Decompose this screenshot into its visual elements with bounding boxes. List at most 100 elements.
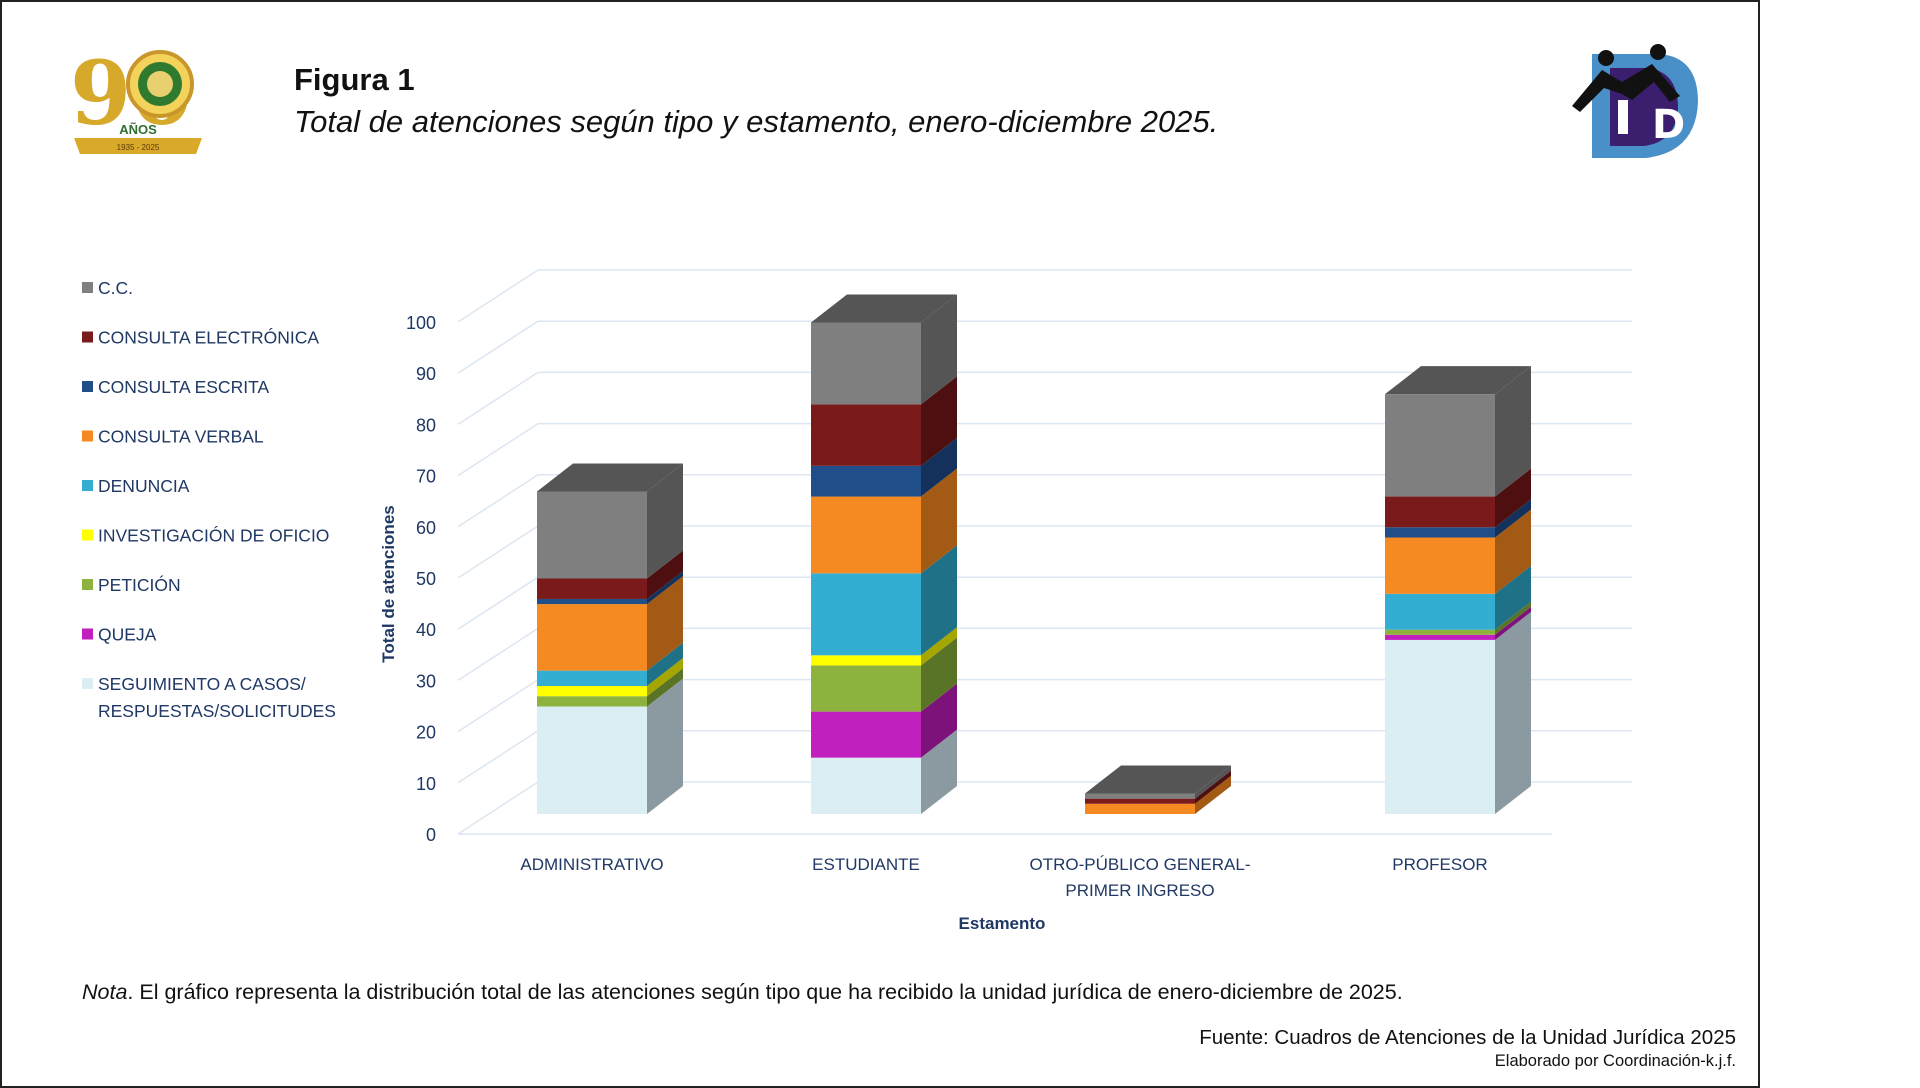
bar-segment-side <box>1495 509 1531 594</box>
legend-swatch <box>82 381 93 392</box>
gridline-diagonal <box>457 269 539 323</box>
nota-label: Nota <box>82 980 128 1004</box>
anniversary-90-logo: 90 AÑOS 1935 - 2025 <box>68 41 208 162</box>
legend-swatch <box>82 331 93 343</box>
bar-segment-side <box>647 642 683 686</box>
bar-segment-side <box>921 683 957 758</box>
bar-segment-side <box>921 637 957 712</box>
x-tick-label: ESTUDIANTE <box>812 855 920 874</box>
y-tick-label: 100 <box>406 313 436 333</box>
bar-segment-side <box>647 576 683 671</box>
bar-segment <box>811 465 921 497</box>
bar-segment <box>537 696 647 707</box>
bar-segment <box>811 665 921 712</box>
legend-label: QUEJA <box>98 625 157 645</box>
bar-segment <box>811 573 921 656</box>
x-tick-label: PROFESOR <box>1392 855 1487 874</box>
nota-text: Nota. El gráfico representa la distribuc… <box>82 980 1403 1005</box>
bar-segment-side <box>1495 601 1531 635</box>
legend-label: CONSULTA VERBAL <box>98 427 264 447</box>
y-tick-label: 60 <box>416 518 436 538</box>
bar-segment-side <box>921 627 957 666</box>
bar-segment <box>811 655 921 666</box>
gridline-diagonal <box>457 525 539 579</box>
stacked-3d-bar-chart: 0 10 20 30 40 50 60 70 80 90 100 Total de atencione… <box>82 269 1632 933</box>
y-tick-label: 10 <box>416 774 436 794</box>
legend-label: C.C. <box>98 278 133 298</box>
legend-swatch <box>82 628 93 640</box>
bar-segment-side <box>647 678 683 814</box>
bar-segment <box>811 757 921 814</box>
bar-segment <box>537 670 647 686</box>
bar-segment-side <box>647 463 683 579</box>
y-axis-label: Total de atenciones <box>379 505 398 662</box>
legend-swatch <box>82 678 93 689</box>
bar-segment-side <box>921 729 957 814</box>
x-axis-label: Estamento <box>959 914 1046 933</box>
bar-segment-side <box>1495 499 1531 538</box>
legend-label: PETICIÓN <box>98 574 181 595</box>
bar-segment-side <box>921 437 957 497</box>
bar-segment <box>1385 639 1495 814</box>
legend-label: CONSULTA ELECTRÓNICA <box>98 327 319 348</box>
gridline-diagonal <box>457 781 539 835</box>
bar-segment <box>811 404 921 466</box>
gridline-diagonal <box>457 320 539 374</box>
y-tick-label: 80 <box>416 415 436 435</box>
bar-segment-side <box>1495 366 1531 497</box>
y-tick-label: 70 <box>416 467 436 487</box>
bar-segment <box>811 496 921 574</box>
gridline-diagonal <box>457 678 539 733</box>
y-tick-label: 90 <box>416 364 436 384</box>
gridline-diagonal <box>457 730 539 784</box>
logo-d-letter: D <box>1652 102 1685 148</box>
bar-segment-side <box>647 570 683 605</box>
legend-label: SEGUIMIENTO A CASOS/ <box>98 674 306 694</box>
bar-segment-side <box>647 668 683 707</box>
legend-label: RESPUESTAS/SOLICITUDES <box>98 701 336 721</box>
y-tick-label: 0 <box>426 825 436 845</box>
bar-segment <box>1085 798 1195 804</box>
figure-label: Figura 1 <box>294 62 415 97</box>
x-tick-label: OTRO-PÚBLICO GENERAL- <box>1029 855 1250 874</box>
bar-segment <box>1385 394 1495 497</box>
gridline-diagonal <box>457 474 539 528</box>
x-tick-label: ADMINISTRATIVO <box>520 855 663 874</box>
bar-segment-side <box>1195 775 1231 814</box>
y-tick-label: 50 <box>416 569 436 589</box>
bar-segment <box>1085 793 1195 799</box>
bar-segment <box>811 711 921 758</box>
bar-segment-side <box>1495 468 1531 528</box>
legend-swatch <box>82 282 93 293</box>
bar-segment <box>537 706 647 814</box>
bar-segment <box>1385 496 1495 528</box>
bar-segment <box>1385 537 1495 594</box>
bar-segment-side <box>921 376 957 466</box>
legend-label: INVESTIGACIÓN DE OFICIO <box>98 525 329 546</box>
slide-frame: 90 AÑOS 1935 - 2025 Figura 1 Total de at… <box>0 0 1760 1088</box>
x-tick-label: PRIMER INGRESO <box>1065 881 1214 900</box>
bar-segment-side <box>647 550 683 599</box>
y-tick-label: 20 <box>416 723 436 743</box>
bar-segment <box>1385 527 1495 538</box>
bar-top <box>811 294 957 323</box>
bar-segment-side <box>1195 770 1231 804</box>
legend-label: DENUNCIA <box>98 476 190 496</box>
bar-segment <box>1085 803 1195 814</box>
y-tick-label: 40 <box>416 620 436 640</box>
bar-segment-side <box>921 545 957 656</box>
gridline-diagonal <box>457 422 539 477</box>
bar-segment <box>1385 629 1495 635</box>
institution-d-logo: D <box>1562 42 1702 162</box>
gridline-diagonal <box>457 576 539 630</box>
logo-years-text: 1935 - 2025 <box>117 143 160 152</box>
bar-segment-side <box>1495 606 1531 640</box>
bar-segment <box>537 604 647 671</box>
gridline-diagonal <box>457 627 539 682</box>
gridline-diagonal <box>457 371 539 426</box>
bar-top <box>1085 765 1231 794</box>
bar-segment-side <box>921 294 957 405</box>
bar-segment <box>537 598 647 605</box>
bar-segment <box>811 322 921 405</box>
author-text: Elaborado por Coordinación-k.j.f. <box>1494 1052 1736 1070</box>
